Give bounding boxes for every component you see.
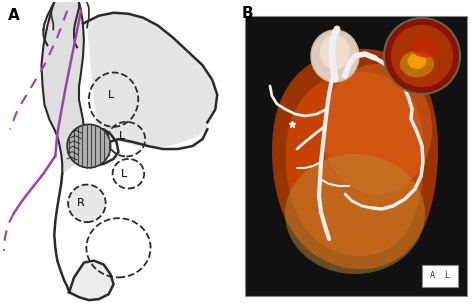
Ellipse shape — [412, 39, 438, 57]
Ellipse shape — [311, 30, 359, 82]
Ellipse shape — [68, 185, 106, 222]
Ellipse shape — [320, 34, 350, 70]
Polygon shape — [272, 49, 438, 269]
Text: A: A — [8, 8, 19, 23]
FancyBboxPatch shape — [422, 265, 458, 287]
Ellipse shape — [400, 51, 434, 77]
Text: L: L — [108, 90, 114, 100]
Text: L: L — [121, 169, 128, 179]
Polygon shape — [322, 64, 432, 194]
Text: R: R — [77, 198, 85, 208]
Ellipse shape — [408, 53, 427, 69]
Polygon shape — [286, 72, 424, 256]
Text: A  L: A L — [430, 271, 450, 281]
Circle shape — [391, 25, 453, 87]
Circle shape — [384, 18, 460, 94]
Polygon shape — [285, 154, 425, 274]
Text: B: B — [242, 6, 254, 21]
Polygon shape — [83, 13, 217, 148]
Polygon shape — [69, 261, 114, 300]
FancyBboxPatch shape — [245, 16, 467, 296]
Polygon shape — [41, 2, 84, 174]
Text: L: L — [119, 131, 126, 141]
Circle shape — [67, 124, 110, 168]
